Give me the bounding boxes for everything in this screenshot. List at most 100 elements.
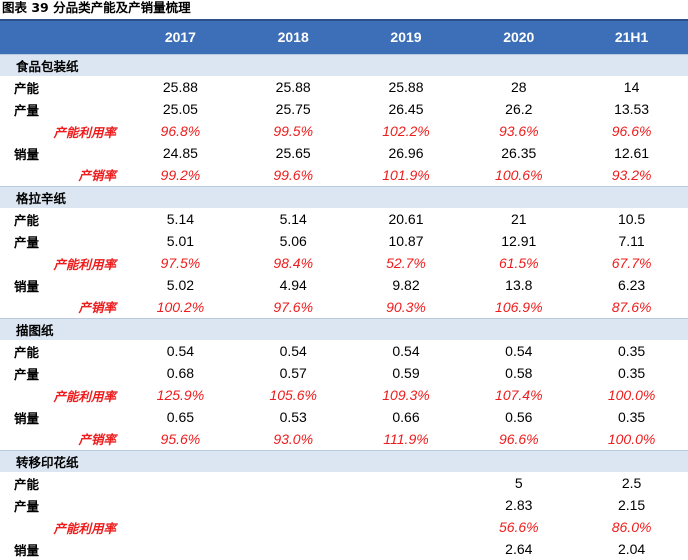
section-row: 食品包装纸 (0, 54, 688, 76)
value-cell: 0.58 (505, 365, 533, 381)
ratio-row: 产能利用率 96.8% 99.5% 102.2% 93.6% 96.6% (0, 120, 688, 142)
table-row: 产量 2.83 2.15 (0, 494, 688, 516)
value-cell: 28 (511, 79, 527, 95)
value-cell: 52.7% (386, 255, 426, 271)
section-label: 格拉辛纸 (16, 190, 67, 206)
table-row: 产能 5.14 5.14 20.61 21 10.5 (0, 208, 688, 230)
value-cell: 2.83 (505, 497, 533, 513)
value-cell: 13.53 (614, 101, 650, 117)
year-header: 2018 (277, 29, 309, 46)
value-cell (350, 538, 463, 560)
value-cell (124, 516, 237, 538)
value-cell: 90.3% (386, 298, 426, 315)
value-cell: 93.2% (611, 166, 652, 183)
section-label: 描图纸 (16, 322, 54, 338)
value-cell: 5.14 (279, 211, 307, 227)
value-cell (350, 494, 463, 516)
table-row: 销量 0.65 0.53 0.66 0.56 0.35 (0, 406, 688, 428)
value-cell: 12.61 (614, 145, 650, 161)
value-cell: 26.2 (505, 101, 533, 117)
value-cell: 5.14 (166, 211, 195, 227)
table-row: 销量 5.02 4.94 9.82 13.8 6.23 (0, 274, 688, 296)
value-cell: 96.6% (498, 430, 539, 447)
value-cell: 0.65 (166, 409, 195, 425)
value-cell: 13.8 (505, 277, 533, 293)
value-cell: 100.2% (156, 298, 205, 315)
row-label: 产能 (14, 212, 40, 228)
value-cell: 0.53 (279, 409, 307, 425)
value-cell: 111.9% (383, 430, 429, 447)
value-cell: 2.15 (617, 497, 646, 513)
year-header: 2020 (503, 29, 535, 46)
row-label: 产量 (14, 498, 40, 514)
row-label: 销量 (14, 410, 40, 426)
value-cell: 101.9% (382, 166, 430, 183)
value-cell: 95.6% (160, 430, 201, 447)
value-cell: 0.57 (279, 365, 307, 381)
section-spacer-cell (350, 186, 463, 208)
section-spacer-cell (575, 186, 688, 208)
section-spacer-cell (575, 54, 688, 76)
value-cell: 97.5% (160, 255, 201, 271)
section-spacer-cell (237, 186, 350, 208)
value-cell (237, 516, 350, 538)
section-row: 描图纸 (0, 318, 688, 340)
value-cell: 0.66 (392, 409, 420, 425)
row-label: 产能利用率 (53, 520, 116, 536)
row-label: 产量 (14, 102, 40, 118)
value-cell: 26.35 (501, 145, 537, 161)
value-cell: 125.9% (156, 387, 205, 403)
value-cell: 96.6% (611, 123, 652, 139)
value-cell (350, 516, 463, 538)
value-cell: 0.54 (279, 343, 307, 359)
value-cell: 105.6% (269, 387, 317, 403)
value-cell (124, 472, 237, 494)
value-cell: 25.65 (275, 145, 311, 161)
row-label: 销量 (14, 278, 40, 294)
value-cell: 86.0% (611, 519, 652, 535)
row-label: 产量 (14, 366, 40, 382)
value-cell: 0.54 (392, 343, 420, 359)
section-label: 转移印花纸 (16, 454, 79, 470)
table-row: 产能 25.88 25.88 25.88 28 14 (0, 76, 688, 98)
value-cell: 0.54 (505, 343, 533, 359)
value-cell: 93.0% (273, 430, 314, 447)
ratio-row: 产销率 95.6% 93.0% 111.9% 96.6% 100.0% (0, 428, 688, 450)
value-cell: 25.88 (388, 79, 424, 95)
value-cell: 98.4% (273, 255, 314, 271)
section-spacer-cell (237, 318, 350, 340)
value-cell: 2.04 (617, 541, 646, 557)
section-spacer-cell (575, 318, 688, 340)
value-cell: 97.6% (273, 298, 314, 315)
row-label: 产能利用率 (53, 256, 116, 272)
value-cell: 100.6% (495, 166, 543, 183)
section-spacer-cell (350, 54, 463, 76)
value-cell: 14 (623, 79, 640, 95)
value-cell (237, 538, 350, 560)
value-cell: 10.87 (388, 233, 424, 249)
year-header: 2019 (390, 29, 422, 46)
value-cell: 61.5% (498, 255, 539, 271)
row-label: 销量 (14, 542, 40, 558)
row-label: 销量 (14, 146, 40, 162)
table-row: 产量 25.05 25.75 26.45 26.2 13.53 (0, 98, 688, 120)
value-cell: 20.61 (388, 211, 424, 227)
ratio-row: 产能利用率 56.6% 86.0% (0, 516, 688, 538)
section-spacer-cell (462, 186, 575, 208)
value-cell: 25.05 (162, 101, 198, 117)
value-cell: 87.6% (611, 298, 652, 315)
section-spacer-cell (124, 450, 237, 472)
table-row: 产量 5.01 5.06 10.87 12.91 7.11 (0, 230, 688, 252)
value-cell: 12.91 (501, 233, 537, 249)
value-cell: 0.35 (617, 365, 646, 381)
value-cell: 4.94 (279, 277, 307, 293)
value-cell: 99.2% (160, 166, 201, 183)
section-spacer-cell (124, 54, 237, 76)
ratio-row: 产销率 99.2% 99.6% 101.9% 100.6% 93.2% (0, 164, 688, 186)
table-row: 产能 0.54 0.54 0.54 0.54 0.35 (0, 340, 688, 362)
row-label: 产能利用率 (53, 388, 116, 404)
section-spacer-cell (124, 318, 237, 340)
value-cell: 5.06 (279, 233, 307, 249)
value-cell (350, 472, 463, 494)
ratio-row: 产能利用率 125.9% 105.6% 109.3% 107.4% 100.0% (0, 384, 688, 406)
